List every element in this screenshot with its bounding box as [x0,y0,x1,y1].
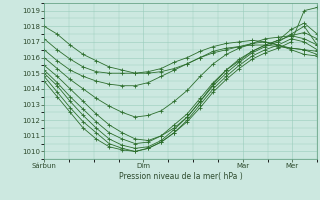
X-axis label: Pression niveau de la mer( hPa ): Pression niveau de la mer( hPa ) [119,172,243,181]
